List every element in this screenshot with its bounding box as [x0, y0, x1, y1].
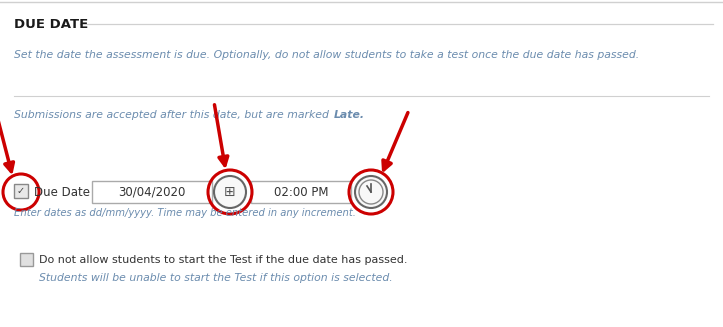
Text: Do not allow students to start the Test if the due date has passed.: Do not allow students to start the Test … [39, 255, 408, 265]
Text: DUE DATE: DUE DATE [14, 18, 88, 31]
Circle shape [359, 180, 383, 204]
FancyBboxPatch shape [20, 253, 33, 266]
FancyBboxPatch shape [14, 184, 28, 198]
Text: Late.: Late. [334, 110, 365, 120]
Text: Submissions are accepted after this date, but are marked: Submissions are accepted after this date… [14, 110, 333, 120]
Text: Enter dates as dd/mm/yyyy. Time may be entered in any increment.: Enter dates as dd/mm/yyyy. Time may be e… [14, 208, 356, 218]
Text: Students will be unable to start the Test if this option is selected.: Students will be unable to start the Tes… [39, 273, 393, 283]
Text: 02:00 PM: 02:00 PM [274, 185, 328, 198]
Circle shape [355, 176, 387, 208]
Circle shape [214, 176, 246, 208]
Text: Set the date the assessment is due. Optionally, do not allow students to take a : Set the date the assessment is due. Opti… [14, 50, 639, 60]
Text: ⊞: ⊞ [224, 185, 236, 199]
FancyBboxPatch shape [251, 181, 351, 203]
Text: 30/04/2020: 30/04/2020 [119, 185, 186, 198]
FancyBboxPatch shape [92, 181, 212, 203]
Text: Due Date: Due Date [34, 186, 90, 199]
Text: ✓: ✓ [17, 186, 25, 196]
